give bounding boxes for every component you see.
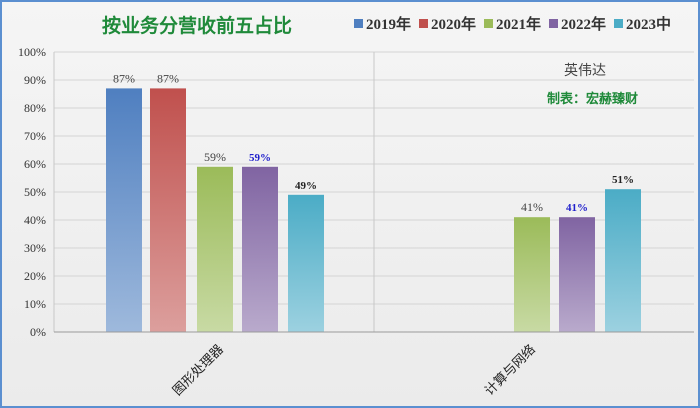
legend-swatch [354,19,363,28]
bar [197,166,233,332]
x-tick-label: 计算与网络 [482,342,539,399]
chart-title: 按业务分营收前五占比 [102,14,292,37]
legend-swatch [614,19,623,28]
legend-label: 2023中 [626,15,671,33]
y-tick-label: 20% [24,269,46,283]
legend: 2019年 2020年 2021年 2022年 2023中 [354,15,671,33]
bars-group: 87% 87% 59% 59% 49% 41% 41% 51% [106,71,641,333]
bar [242,166,278,332]
data-label: 41% [566,202,588,214]
x-axis: 图形处理器 计算与网络 [54,331,694,399]
legend-swatch [419,19,428,28]
data-label: 49% [295,180,317,192]
data-label: 59% [249,152,271,164]
data-label: 87% [113,71,135,85]
company-annotation: 英伟达 [564,62,606,79]
data-label: 59% [204,150,226,164]
y-tick-label: 60% [24,157,46,171]
bar [150,88,186,333]
bar [514,217,550,332]
bar [559,217,595,332]
bar [106,88,142,333]
bar [288,194,324,332]
x-tick-label: 图形处理器 [170,342,227,399]
legend-label: 2019年 [366,15,411,33]
legend-swatch [549,19,558,28]
legend-label: 2022年 [561,15,606,33]
y-tick-label: 30% [24,241,46,255]
y-tick-label: 70% [24,129,46,143]
legend-label: 2021年 [496,15,541,33]
y-axis: 0% 10% 20% 30% 40% 50% 60% 70% 80% 90% 100% [18,45,46,339]
bar [605,189,641,332]
data-label: 51% [612,174,634,186]
credit-annotation: 制表：宏赫臻财 [547,91,638,106]
y-tick-label: 90% [24,73,46,87]
y-tick-label: 50% [24,185,46,199]
y-tick-label: 0% [30,325,46,339]
y-tick-label: 40% [24,213,46,227]
y-tick-label: 10% [24,297,46,311]
legend-label: 2020年 [431,15,476,33]
data-label: 41% [521,200,543,214]
data-label: 87% [157,71,179,85]
legend-swatch [484,19,493,28]
y-tick-label: 80% [24,101,46,115]
y-tick-label: 100% [18,45,46,59]
